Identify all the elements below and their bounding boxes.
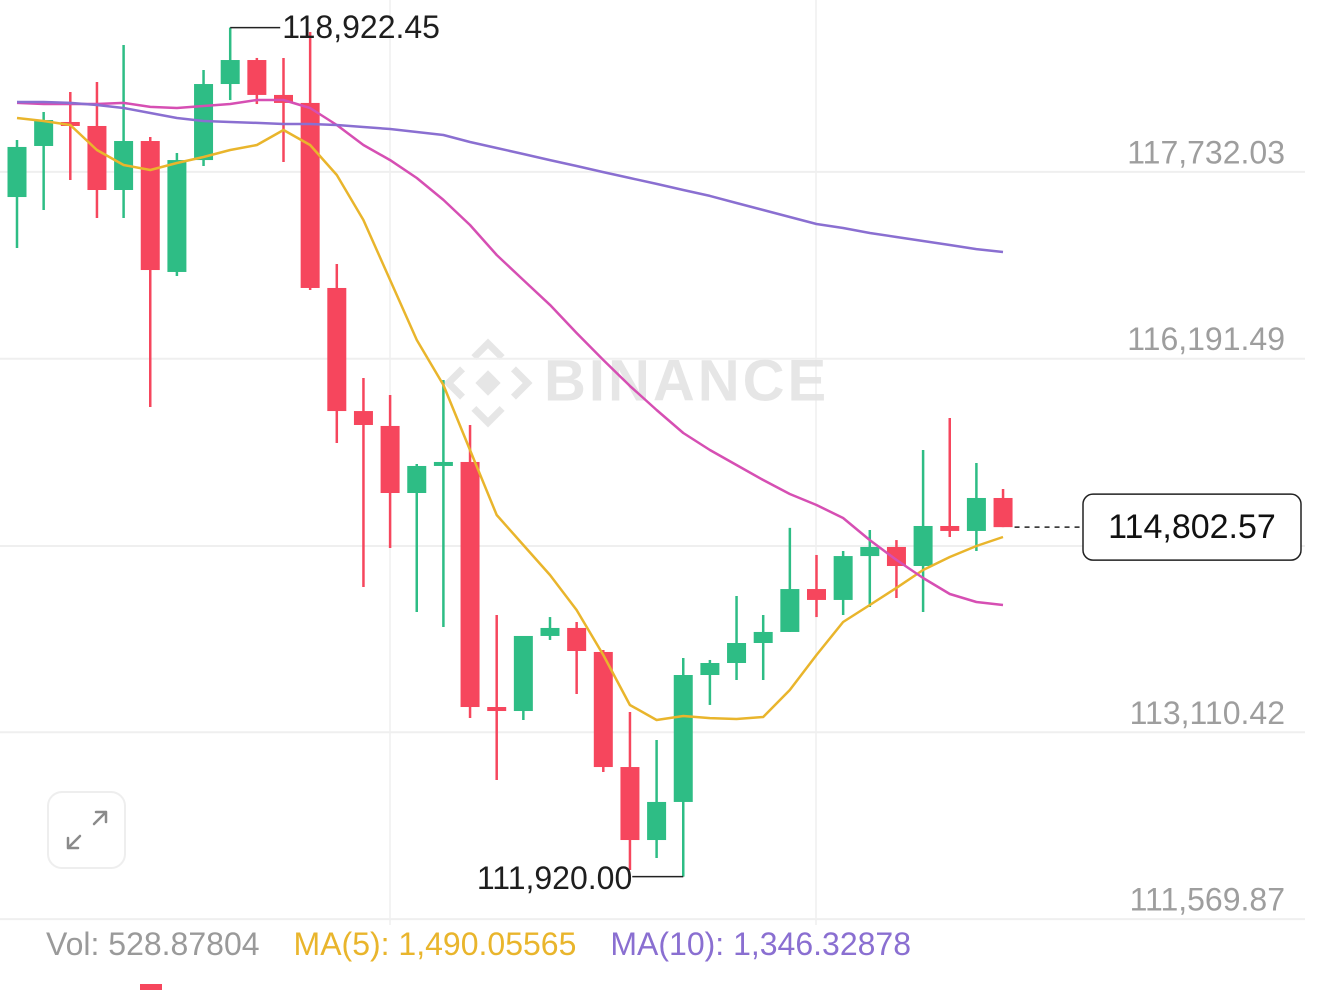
candle-body — [940, 525, 960, 531]
candle-body — [913, 525, 933, 567]
y-tick-label: 116,191.49 — [1127, 321, 1285, 357]
candle-body — [673, 675, 693, 802]
low-label: 111,920.00 — [477, 860, 632, 896]
candle-body — [247, 60, 267, 95]
candle-body — [593, 651, 613, 768]
candles — [7, 27, 1013, 877]
candle-body — [567, 627, 587, 651]
footer-stats: Vol: 528.87804 MA(5): 1,490.05565 MA(10): … — [46, 926, 911, 962]
last-price-label: 114,802.57 — [1108, 508, 1276, 546]
expand-button[interactable] — [47, 791, 126, 869]
candle-body — [353, 411, 373, 425]
candle-body — [807, 589, 826, 600]
watermark: BINANCE — [443, 338, 826, 428]
candle-body — [966, 497, 986, 531]
candle-body — [327, 287, 347, 412]
candle-body — [700, 663, 720, 676]
footer-stat: MA(10): 1,346.32878 — [610, 926, 911, 962]
high-label: 118,922.45 — [282, 9, 440, 45]
candle-body — [87, 125, 107, 191]
candle-body — [833, 556, 853, 600]
ma-line — [16, 116, 1004, 722]
candle-body — [513, 635, 533, 712]
y-tick-label: 113,110.42 — [1130, 695, 1285, 731]
last-price-box — [1082, 493, 1302, 561]
y-tick-label: 111,569.87 — [1130, 882, 1285, 918]
candle-body — [780, 589, 800, 632]
candle-body — [860, 546, 880, 557]
footer-stat: Vol: 528.87804 — [46, 926, 260, 962]
candle-body — [140, 141, 160, 271]
candle-body — [34, 120, 54, 146]
candle-body — [407, 465, 427, 494]
candle-body — [433, 461, 453, 466]
candle-body — [487, 707, 507, 712]
candle-body — [167, 160, 187, 272]
candle-body — [300, 102, 320, 288]
candle-body — [380, 425, 400, 494]
expand-button-frame[interactable] — [47, 791, 126, 869]
candle-body — [220, 60, 240, 85]
candle-body — [460, 461, 480, 708]
candle-body — [753, 631, 773, 643]
candle-body — [620, 767, 640, 841]
volume-bar-edge — [140, 984, 162, 990]
candle-body — [727, 642, 747, 664]
ma-line — [17, 100, 1004, 254]
candle-body — [647, 801, 667, 841]
expand-icon[interactable] — [66, 810, 108, 850]
candle-body — [886, 546, 906, 567]
candle-body — [540, 627, 560, 636]
y-tick-label: 117,732.03 — [1127, 134, 1285, 170]
candle-body — [993, 497, 1013, 528]
candle-body — [7, 146, 27, 198]
ma-line — [16, 98, 1004, 607]
footer-stat: MA(5): 1,490.05565 — [294, 926, 577, 962]
